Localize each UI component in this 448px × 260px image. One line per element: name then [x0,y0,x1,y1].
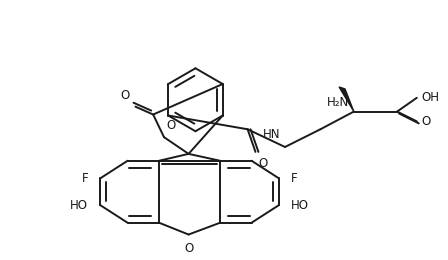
Text: HN: HN [263,128,280,141]
Text: O: O [258,157,268,170]
Text: HO: HO [291,199,309,212]
Text: F: F [291,172,297,185]
Text: OH: OH [422,91,440,104]
Text: O: O [121,89,129,102]
Text: O: O [184,242,193,255]
Polygon shape [339,87,354,112]
Text: HO: HO [70,199,88,212]
Text: H₂N: H₂N [327,96,349,109]
Text: F: F [82,172,88,185]
Text: O: O [422,115,431,128]
Text: O: O [166,119,175,132]
